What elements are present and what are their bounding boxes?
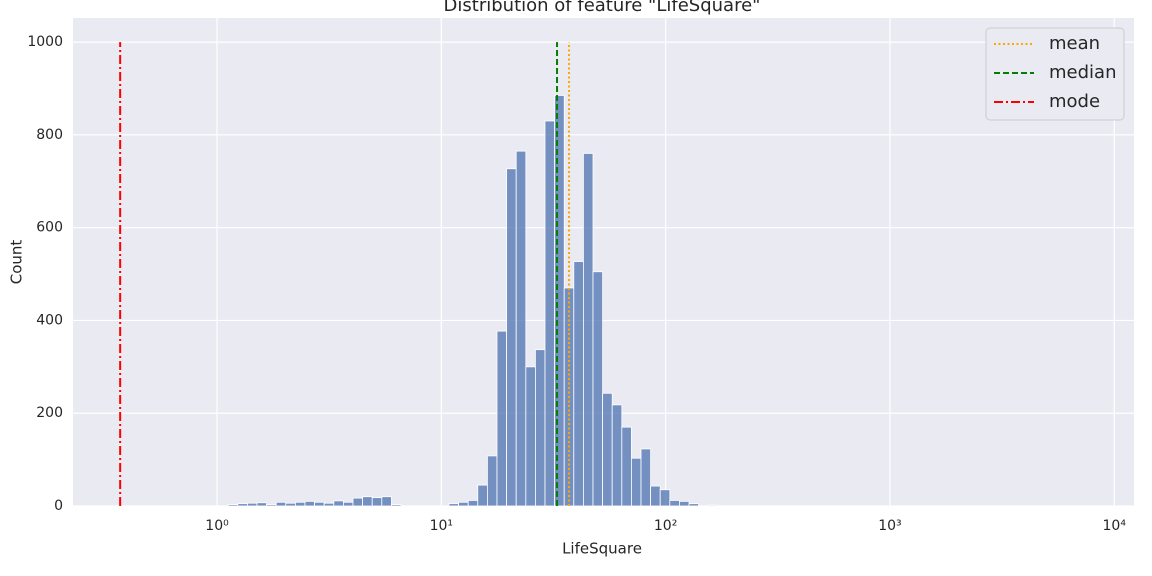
bar: [314, 501, 325, 507]
bar: [602, 392, 613, 507]
bar: [381, 496, 392, 507]
bar: [525, 366, 536, 507]
bar: [266, 504, 277, 507]
bar: [371, 497, 383, 507]
bar: [304, 500, 316, 507]
legend-box: [985, 27, 1125, 121]
bar: [295, 501, 306, 507]
bar: [679, 500, 690, 507]
bar: [343, 501, 354, 507]
bar: [515, 150, 527, 507]
bar: [669, 500, 680, 507]
bar: [640, 448, 652, 507]
bar: [496, 330, 508, 507]
legend-label: median: [1049, 62, 1116, 83]
bar: [688, 503, 700, 507]
x-tick-label: 10¹: [430, 518, 453, 534]
bar: [631, 457, 642, 507]
bar: [256, 502, 268, 507]
y-axis-label: Count: [8, 240, 26, 285]
bar: [592, 271, 604, 507]
bar: [237, 503, 248, 507]
x-axis-label: LifeSquare: [562, 540, 642, 558]
legend-label: mode: [1049, 91, 1100, 112]
bar: [544, 120, 556, 507]
bar: [707, 504, 719, 507]
bar: [246, 502, 258, 507]
y-tick-label: 0: [54, 498, 63, 514]
bar: [391, 504, 402, 507]
bar: [458, 501, 469, 507]
bar: [323, 502, 335, 507]
y-tick-label: 600: [36, 220, 63, 236]
bar: [467, 500, 479, 507]
bar: [583, 153, 594, 507]
y-tick-label: 200: [36, 405, 63, 421]
chart-title: Distribution of feature "LifeSquare": [444, 0, 761, 16]
reference-lines: [119, 42, 571, 506]
bar: [659, 489, 671, 507]
bar: [506, 168, 517, 507]
x-tick-label: 10⁰: [205, 518, 229, 534]
bar: [362, 496, 373, 507]
bar: [448, 503, 459, 507]
y-tick-label: 800: [36, 127, 63, 143]
bar: [554, 95, 565, 507]
bar: [487, 455, 498, 507]
bar: [227, 504, 239, 507]
y-tick-label: 400: [36, 312, 63, 328]
bar: [477, 484, 488, 507]
bar: [621, 426, 632, 507]
x-tick-label: 10⁴: [1103, 518, 1127, 534]
x-tick-label: 10²: [654, 518, 677, 534]
bar: [535, 349, 546, 507]
bar: [333, 500, 344, 507]
legend-label: mean: [1049, 33, 1100, 54]
bar: [573, 261, 584, 507]
bar: [275, 501, 287, 507]
bar: [650, 485, 661, 507]
bar: [611, 404, 623, 507]
legend: mean median mode: [985, 27, 1125, 121]
y-tick-label: 1000: [27, 34, 63, 50]
bar: [285, 502, 296, 507]
x-tick-label: 10³: [878, 518, 901, 534]
bar: [352, 497, 364, 507]
